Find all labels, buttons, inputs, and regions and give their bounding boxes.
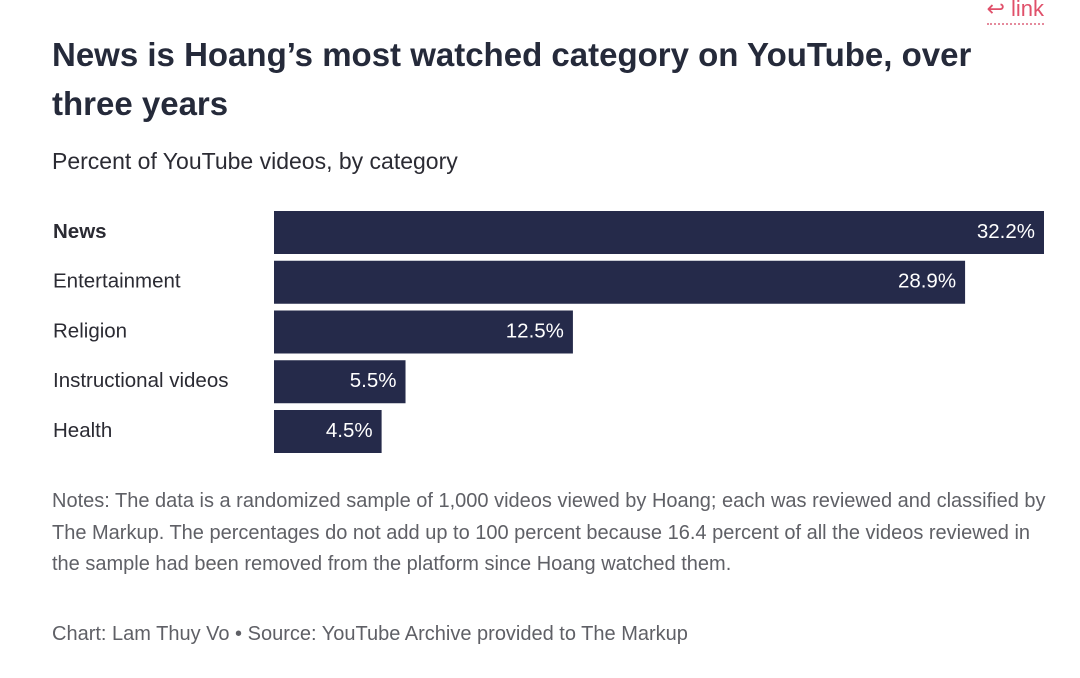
chart-credit: Chart: Lam Thuy Vo • Source: YouTube Arc…	[52, 623, 688, 645]
value-label: 4.5%	[326, 419, 373, 442]
category-label: Entertainment	[53, 270, 181, 293]
link[interactable]: ↩ link	[986, 0, 1044, 25]
bar	[274, 260, 966, 304]
category-label: Health	[53, 419, 112, 442]
bar	[274, 360, 406, 404]
category-label: News	[53, 220, 107, 243]
bar	[274, 211, 1044, 254]
return-arrow-icon: ↩	[986, 0, 1005, 21]
chart-subtitle: Percent of YouTube videos, by category	[52, 148, 458, 174]
value-label: 32.2%	[977, 220, 1035, 243]
bar	[274, 310, 573, 354]
chart-title: News is Hoang’s most watched category on…	[52, 36, 972, 122]
link-label: link	[1010, 0, 1044, 21]
chart-notes: Notes: The data is a randomized sample o…	[52, 490, 1046, 575]
bar	[274, 410, 382, 453]
value-label: 5.5%	[350, 369, 397, 392]
category-label: Religion	[53, 319, 127, 342]
value-label: 12.5%	[506, 319, 564, 342]
category-label: Instructional videos	[53, 369, 228, 392]
value-label: 28.9%	[898, 270, 956, 293]
